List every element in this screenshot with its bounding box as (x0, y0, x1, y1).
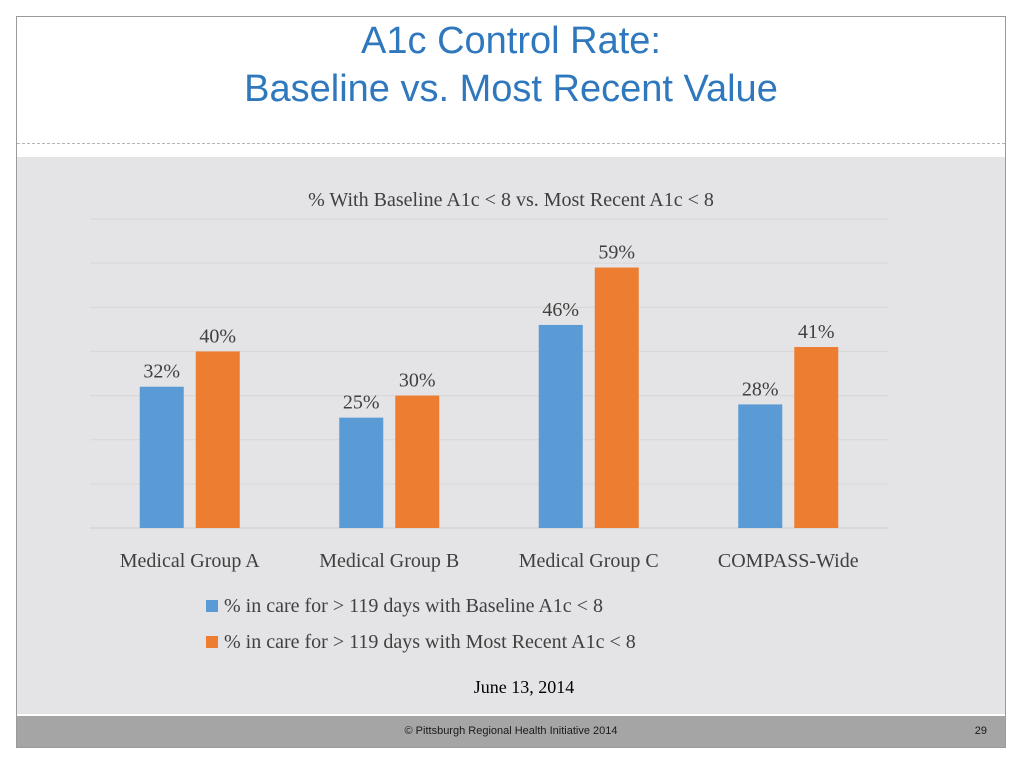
data-labels: 32% 40% 25% 30% 46% 59% 28% 41% (143, 242, 834, 414)
slide-title: A1c Control Rate: Baseline vs. Most Rece… (17, 17, 1005, 141)
bar-most-recent (794, 347, 839, 528)
data-label: 32% (143, 361, 180, 383)
bar-baseline (139, 386, 184, 528)
footer-bar: © Pittsburgh Regional Health Initiative … (17, 716, 1005, 747)
bar-baseline (538, 324, 583, 528)
category-label: Medical Group C (519, 550, 659, 572)
bar-baseline (339, 417, 384, 528)
chart-title: % With Baseline A1c < 8 vs. Most Recent … (308, 189, 714, 211)
data-label: 41% (798, 321, 835, 343)
category-label: Medical Group A (120, 550, 261, 572)
bar-most-recent (395, 395, 440, 528)
data-label: 46% (542, 299, 579, 321)
title-divider (17, 143, 1005, 144)
category-labels: Medical Group A Medical Group B Medical Gr… (120, 550, 859, 572)
bar-most-recent (195, 351, 240, 528)
chart-panel: % With Baseline A1c < 8 vs. Most Recent … (17, 157, 1005, 714)
legend-swatch-baseline (206, 600, 218, 612)
bar-chart: % With Baseline A1c < 8 vs. Most Recent … (90, 189, 888, 697)
slide-title-line-1: A1c Control Rate: (361, 20, 661, 62)
data-label: 25% (343, 392, 380, 414)
data-label: 40% (199, 325, 236, 347)
page-number: 29 (974, 725, 987, 737)
slide-title-line-2: Baseline vs. Most Recent Value (244, 68, 778, 110)
footer-copyright: © Pittsburgh Regional Health Initiative … (404, 725, 618, 737)
data-label: 30% (399, 370, 436, 392)
data-label: 59% (598, 242, 635, 264)
bars (139, 267, 839, 528)
legend-label: % in care for > 119 days with Most Recen… (224, 631, 636, 653)
chart-date-annotation: June 13, 2014 (474, 677, 575, 697)
category-label: Medical Group B (319, 550, 459, 572)
bar-most-recent (594, 267, 639, 528)
data-label: 28% (742, 378, 779, 400)
legend-label: % in care for > 119 days with Baseline A… (224, 595, 603, 617)
category-label: COMPASS-Wide (718, 550, 859, 572)
legend-swatch-most-recent (206, 636, 218, 648)
legend: % in care for > 119 days with Baseline A… (206, 595, 636, 653)
bar-baseline (738, 404, 783, 528)
